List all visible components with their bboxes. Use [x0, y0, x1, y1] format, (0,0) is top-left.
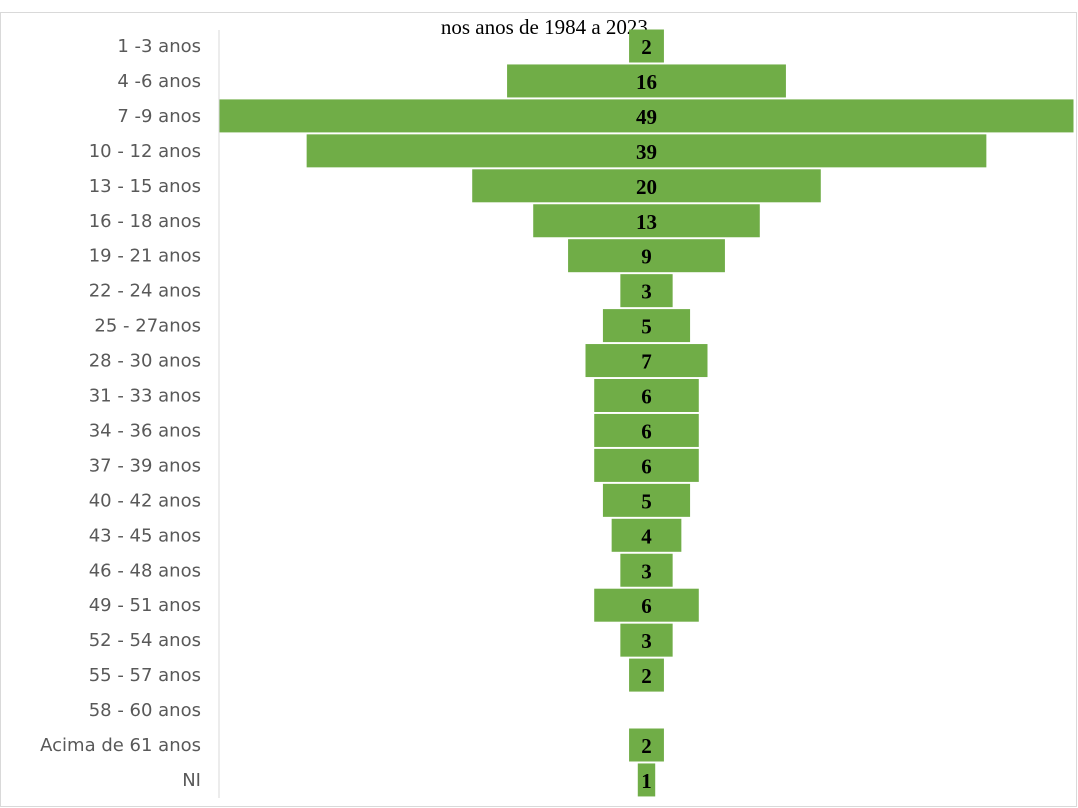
category-label: 46 - 48 anos	[89, 560, 201, 581]
category-label: 28 - 30 anos	[89, 351, 201, 372]
category-label: 37 - 39 anos	[89, 455, 201, 476]
category-label: 34 - 36 anos	[89, 420, 201, 441]
bar	[306, 134, 987, 168]
bar	[472, 169, 821, 203]
bar	[594, 448, 699, 482]
category-label: NI	[182, 770, 201, 791]
category-label: 40 - 42 anos	[89, 490, 201, 511]
category-label: 43 - 45 anos	[89, 525, 201, 546]
data-label: 7	[641, 350, 652, 374]
category-label: Acima de 61 anos	[40, 735, 201, 756]
category-label: 25 - 27anos	[94, 316, 201, 337]
bar	[602, 483, 691, 517]
category-labels: 1 -3 anos 4 -6 anos 7 -9 anos 10 - 12 anos 1…	[40, 36, 201, 791]
data-label: 3	[641, 280, 652, 304]
bars	[219, 29, 1074, 797]
bar	[620, 623, 673, 657]
category-label: 31 - 33 anos	[89, 386, 201, 407]
bar	[620, 274, 673, 308]
category-label: 58 - 60 anos	[89, 700, 201, 721]
category-label: 10 - 12 anos	[89, 141, 201, 162]
bar	[568, 239, 725, 273]
category-label: 7 -9 anos	[117, 106, 201, 127]
category-label: 16 - 18 anos	[89, 211, 201, 232]
category-label: 52 - 54 anos	[89, 630, 201, 651]
data-label: 39	[636, 140, 657, 164]
data-label: 5	[641, 489, 652, 513]
data-label: 2	[641, 664, 652, 688]
bar	[629, 658, 664, 692]
bar	[533, 204, 760, 238]
chart-title: nos anos de 1984 a 2023.	[441, 15, 653, 39]
data-label: 3	[641, 559, 652, 583]
plot-frame	[0, 12, 1077, 807]
data-label: 6	[641, 454, 652, 478]
data-label: 9	[641, 245, 652, 269]
category-label: 22 - 24 anos	[89, 281, 201, 302]
bar	[637, 763, 656, 797]
category-label: 13 - 15 anos	[89, 176, 201, 197]
data-label: 2	[641, 35, 652, 59]
data-label: 4	[641, 524, 652, 548]
data-label: 6	[641, 594, 652, 618]
bar	[594, 413, 699, 447]
data-label: 6	[641, 419, 652, 443]
bar	[219, 99, 1074, 133]
bar	[629, 29, 664, 63]
bar	[585, 344, 708, 378]
bar	[629, 728, 664, 762]
data-label: 6	[641, 385, 652, 409]
category-label: 19 - 21 anos	[89, 246, 201, 267]
bar	[602, 309, 691, 343]
data-labels: 2 16 49 39 20 13 9 3 5 7 6 6 6 5 4 3 6 3 2 2 1	[636, 35, 657, 793]
category-label: 4 -6 anos	[117, 71, 201, 92]
category-label: 49 - 51 anos	[89, 595, 201, 616]
category-label: 55 - 57 anos	[89, 665, 201, 686]
category-label: 1 -3 anos	[117, 36, 201, 57]
bar	[594, 588, 699, 622]
bar	[611, 518, 682, 552]
bar	[620, 553, 673, 587]
data-label: 1	[641, 769, 652, 793]
data-label: 49	[636, 105, 657, 129]
data-label: 20	[636, 175, 657, 199]
data-label: 5	[641, 315, 652, 339]
bar	[594, 379, 699, 412]
data-label: 3	[641, 629, 652, 653]
data-label: 16	[636, 70, 657, 94]
data-label: 2	[641, 734, 652, 758]
bar	[507, 64, 786, 98]
data-label: 13	[636, 210, 657, 234]
